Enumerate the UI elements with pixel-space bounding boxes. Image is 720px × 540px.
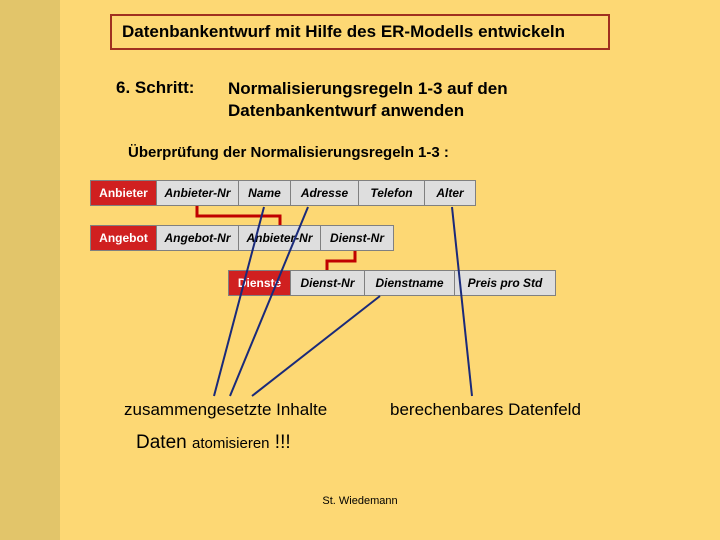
table-angebot: Angebot Angebot-Nr Anbieter-Nr Dienst-Nr — [90, 225, 394, 251]
check-heading: Überprüfung der Normalisierungsregeln 1-… — [128, 144, 449, 161]
col-angebot-nr: Angebot-Nr — [157, 226, 239, 250]
atomize-b: atomisieren — [192, 435, 270, 452]
col-telefon: Telefon — [359, 181, 425, 205]
col-preis: Preis pro Std — [455, 271, 555, 295]
atomize-a: Daten — [136, 432, 192, 453]
col-anbieter-nr2: Anbieter-Nr — [239, 226, 321, 250]
col-adresse: Adresse — [291, 181, 359, 205]
col-dienstname: Dienstname — [365, 271, 455, 295]
table-anbieter: Anbieter Anbieter-Nr Name Adresse Telefo… — [90, 180, 476, 206]
step-desc-line2: Datenbankentwurf anwenden — [228, 101, 464, 120]
step-number: 6. Schritt: — [116, 78, 194, 98]
col-alter: Alter — [425, 181, 475, 205]
footer-author: St. Wiedemann — [0, 495, 720, 507]
col-dienst-nr: Dienst-Nr — [321, 226, 393, 250]
label-compound-content: zusammengesetzte Inhalte — [124, 400, 327, 420]
table-header-anbieter: Anbieter — [91, 181, 157, 205]
label-atomize: Daten atomisieren !!! — [136, 432, 291, 454]
table-header-angebot: Angebot — [91, 226, 157, 250]
atomize-c: !!! — [270, 432, 291, 453]
title-text: Datenbankentwurf mit Hilfe des ER-Modell… — [122, 22, 565, 41]
step-desc-line1: Normalisierungsregeln 1-3 auf den — [228, 79, 508, 98]
label-calculated-field: berechenbares Datenfeld — [390, 400, 581, 420]
left-accent-band — [0, 0, 60, 540]
col-anbieter-nr: Anbieter-Nr — [157, 181, 239, 205]
col-name: Name — [239, 181, 291, 205]
step-description: Normalisierungsregeln 1-3 auf den Datenb… — [228, 78, 508, 122]
table-dienste: Dienste Dienst-Nr Dienstname Preis pro S… — [228, 270, 556, 296]
col-dienst-nr2: Dienst-Nr — [291, 271, 365, 295]
table-header-dienste: Dienste — [229, 271, 291, 295]
title-box: Datenbankentwurf mit Hilfe des ER-Modell… — [110, 14, 610, 50]
